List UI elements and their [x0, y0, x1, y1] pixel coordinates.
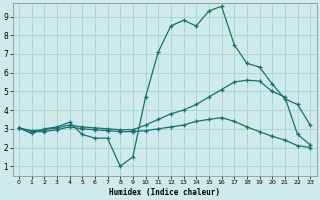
X-axis label: Humidex (Indice chaleur): Humidex (Indice chaleur) [109, 188, 220, 197]
